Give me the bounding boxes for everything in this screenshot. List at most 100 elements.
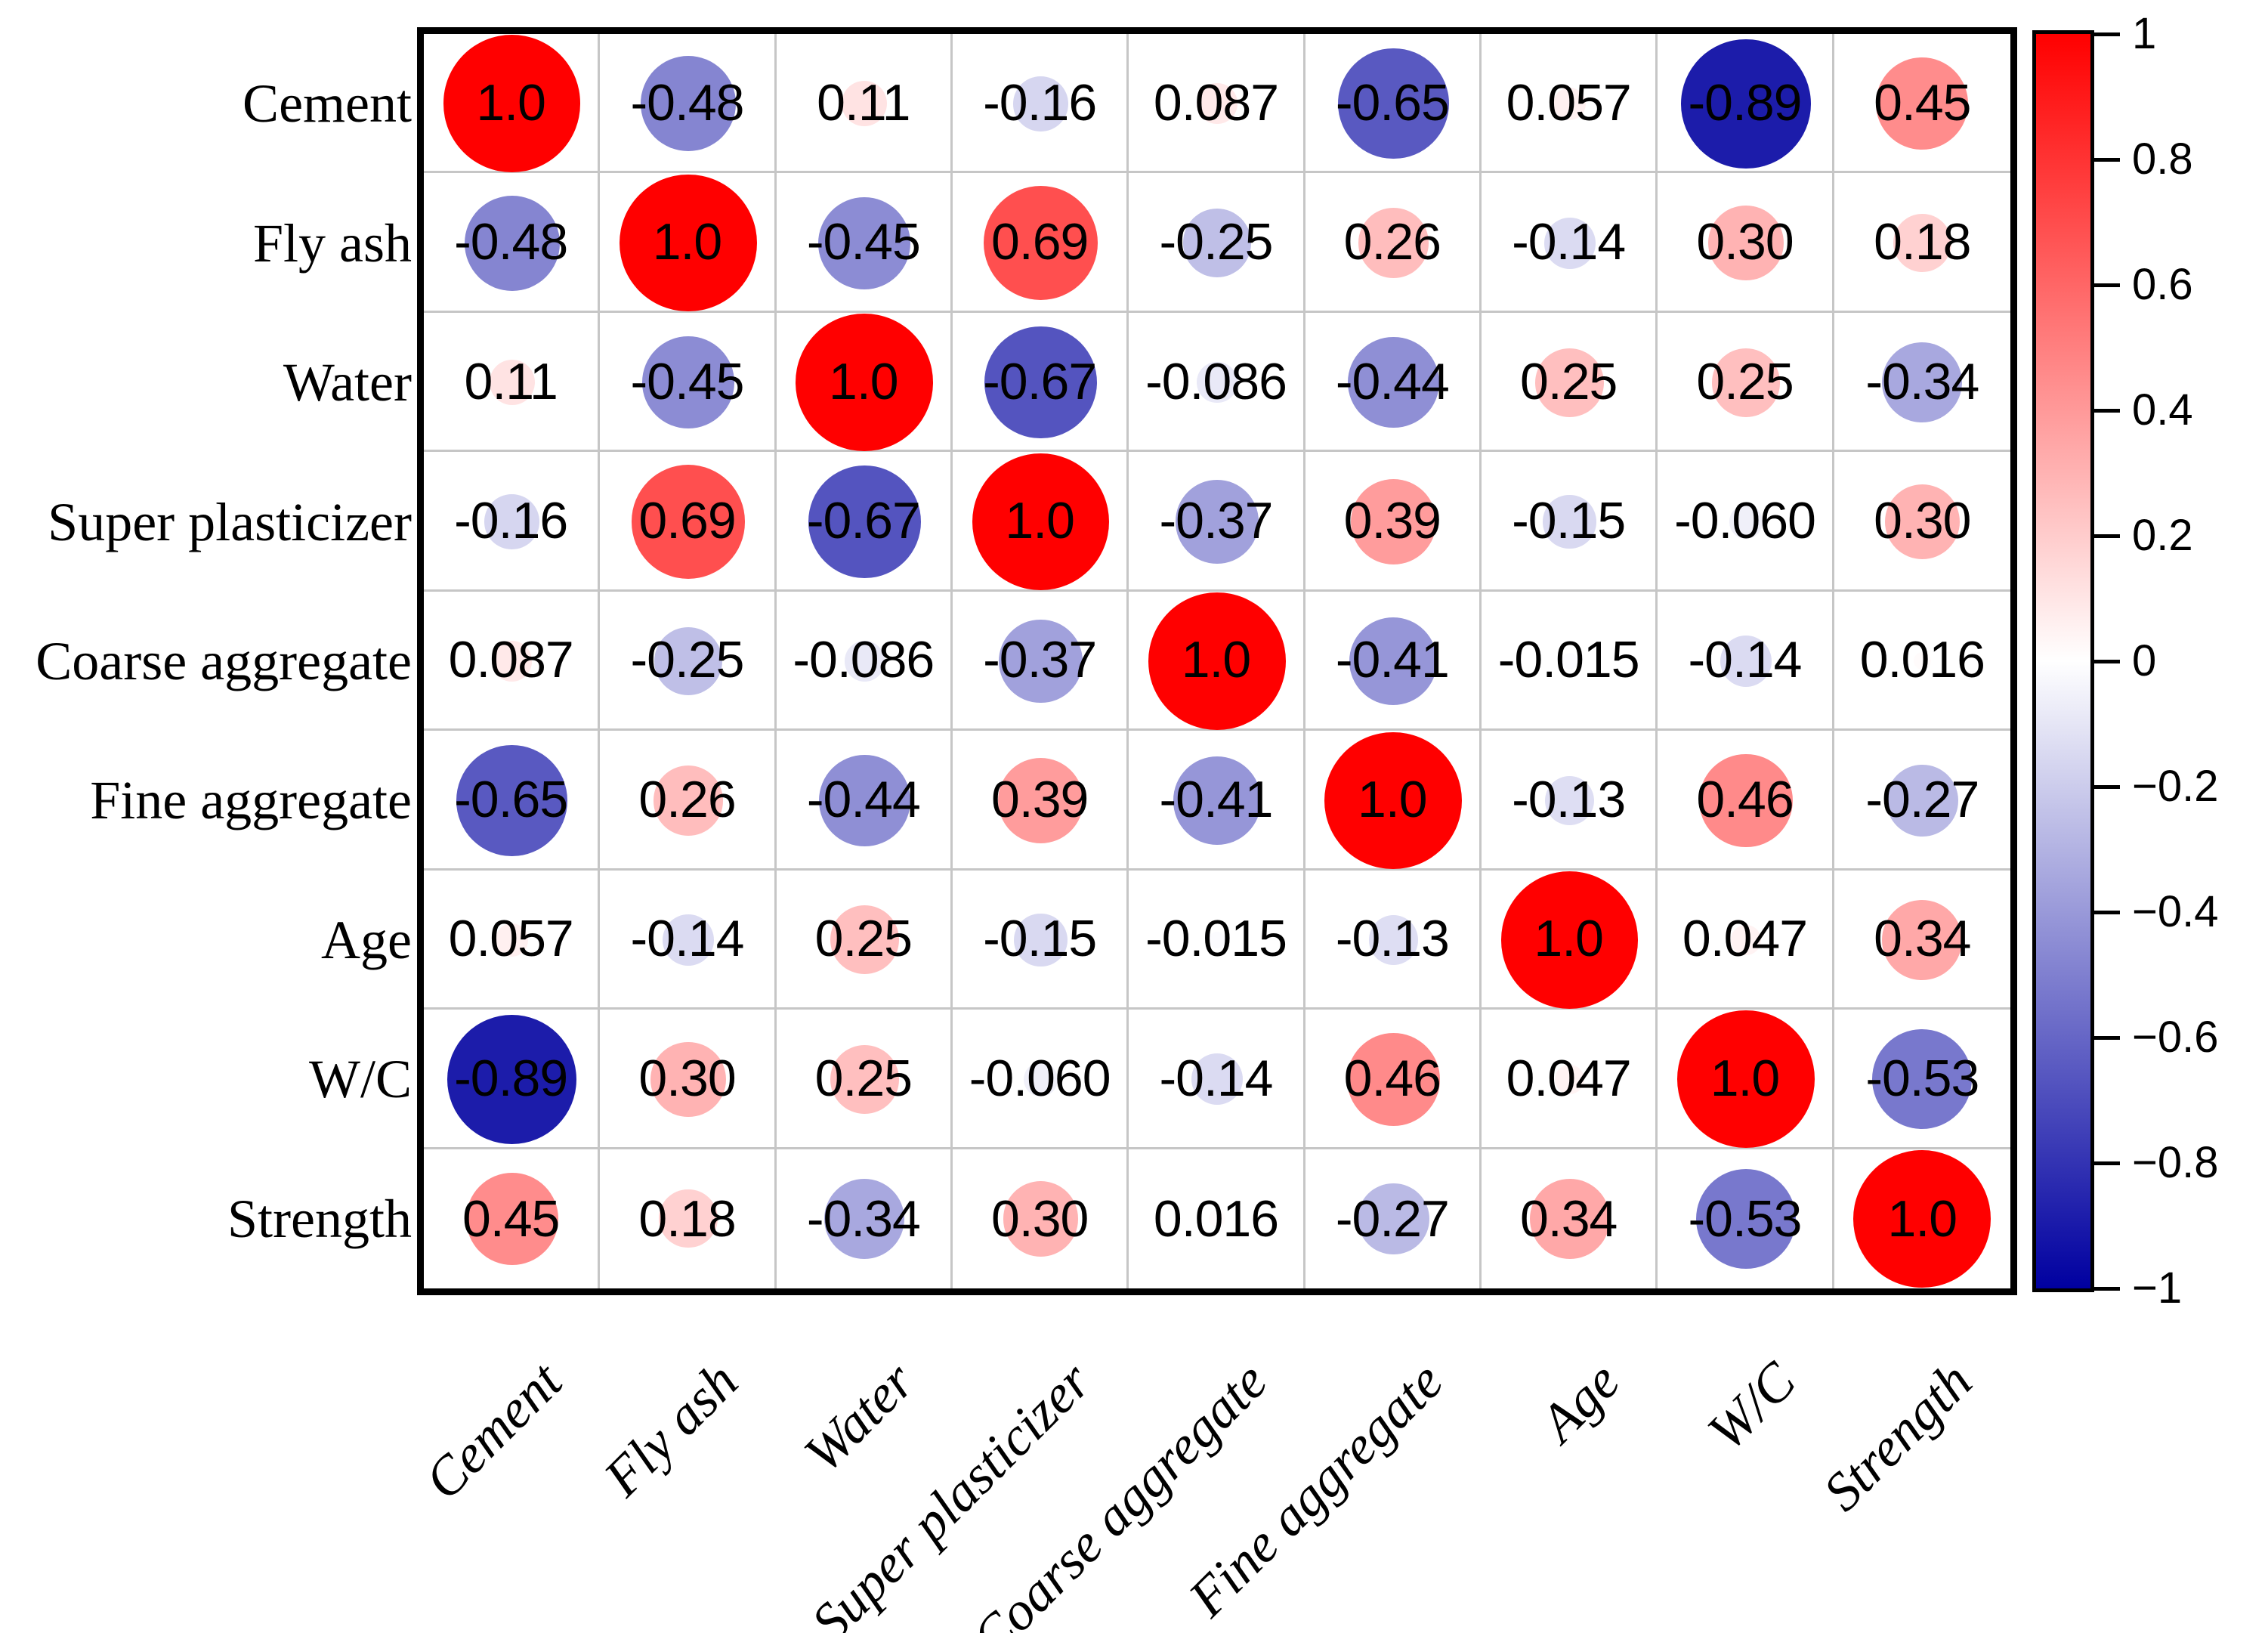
correlation-bubble (1544, 775, 1595, 826)
cell-value: -0.015 (1497, 631, 1640, 689)
correlation-bubble (1014, 913, 1068, 967)
correlation-bubble (972, 453, 1110, 591)
matrix-cell: -0.37 (1129, 452, 1305, 592)
matrix-cell: -0.14 (600, 870, 777, 1010)
colorbar-tick-label: −0.4 (2132, 887, 2219, 936)
cell-value: 1.0 (1181, 631, 1252, 689)
matrix-cell: 1.0 (776, 312, 953, 453)
matrix-cell: -0.53 (1658, 1149, 1834, 1288)
cell-value: 0.047 (1506, 1049, 1632, 1107)
correlation-bubble (1884, 484, 1961, 560)
correlation-bubble (1175, 480, 1259, 564)
matrix-cell: 0.11 (424, 312, 601, 453)
cell-value: -0.48 (454, 213, 568, 271)
matrix-cell: 0.25 (1482, 312, 1658, 453)
row-label: Strength (227, 1188, 412, 1249)
cell-value: 0.087 (448, 631, 574, 689)
colorbar-tick-label: −0.6 (2132, 1013, 2219, 1062)
colorbar-tick (2094, 32, 2120, 36)
cell-value: 0.30 (990, 1189, 1089, 1248)
cell-value: -0.27 (1865, 770, 1979, 828)
matrix-cell: -0.89 (424, 1010, 601, 1149)
cell-value: -0.060 (1674, 492, 1816, 550)
correlation-bubble (1699, 753, 1793, 848)
cell-value: 0.30 (638, 1049, 736, 1107)
cell-value: 0.18 (1874, 213, 1971, 271)
cell-value: -0.67 (806, 492, 921, 550)
correlation-bubble (1324, 731, 1463, 870)
correlation-bubble (1368, 915, 1419, 965)
colorbar-tick-label: 0 (2132, 636, 2157, 685)
correlation-bubble (1554, 1064, 1585, 1094)
matrix-cell: -0.44 (1305, 312, 1482, 453)
cell-value: -0.34 (806, 1189, 921, 1248)
matrix-cell: -0.27 (1834, 731, 2010, 871)
colorbar-tick-label: 0.2 (2132, 511, 2193, 560)
column-label: W/C (1695, 1350, 1807, 1462)
cell-value: 0.057 (448, 910, 574, 968)
correlation-bubble (808, 465, 921, 578)
colorbar-tick (2094, 408, 2120, 413)
matrix-cell: 1.0 (600, 173, 777, 313)
cell-value: -0.45 (806, 213, 921, 271)
column-label: Strength (1812, 1350, 1984, 1523)
colorbar-tick (2094, 534, 2120, 538)
correlation-bubble (446, 1014, 577, 1145)
colorbar-tick-label: 0.6 (2132, 260, 2193, 309)
colorbar-tick (2094, 784, 2120, 789)
colorbar-tick-label: −0.8 (2132, 1138, 2219, 1187)
matrix-cell: -0.41 (1129, 731, 1305, 871)
correlation-bubble (1535, 348, 1605, 417)
matrix-cell: -0.14 (1129, 1010, 1305, 1149)
correlation-bubble (984, 326, 1097, 439)
matrix-cell: 0.46 (1658, 731, 1834, 871)
cell-value: 0.057 (1506, 73, 1632, 131)
correlation-bubble (1711, 348, 1781, 417)
matrix-cell: 1.0 (953, 452, 1129, 592)
correlation-bubble (824, 1178, 905, 1259)
correlation-bubble (1346, 1032, 1440, 1126)
correlation-bubble (654, 626, 723, 696)
cell-value: -0.53 (1865, 1049, 1979, 1107)
cell-value: -0.015 (1145, 910, 1287, 968)
correlation-bubble (1729, 505, 1763, 539)
matrix-cell: -0.15 (953, 870, 1129, 1010)
cell-value: 1.0 (1710, 1049, 1781, 1107)
correlation-bubble (1349, 617, 1438, 706)
column-label: Age (1528, 1350, 1631, 1454)
correlation-bubble (1677, 1010, 1815, 1149)
correlation-bubble (1876, 57, 1969, 150)
matrix-cell: 0.46 (1305, 1010, 1482, 1149)
cell-value: 0.69 (638, 492, 736, 550)
row-label: Age (321, 909, 412, 970)
row-label: Fly ash (252, 212, 412, 274)
matrix-cell: -0.086 (776, 591, 953, 731)
correlation-bubble (650, 1041, 726, 1118)
matrix-cell: -0.16 (953, 34, 1129, 174)
matrix-cell: 0.39 (953, 731, 1129, 871)
cell-value: -0.25 (630, 631, 744, 689)
correlation-bubble (1013, 76, 1068, 131)
cell-value: 0.30 (1874, 492, 1971, 550)
colorbar-tick-label: 1 (2132, 9, 2157, 58)
cell-value: 0.18 (638, 1189, 736, 1248)
matrix-cell: -0.53 (1834, 1010, 2010, 1149)
matrix-cell: 0.34 (1834, 871, 2010, 1010)
matrix-cell: -0.13 (1482, 731, 1658, 871)
correlation-bubble (830, 1044, 899, 1114)
cell-value: -0.13 (1512, 770, 1626, 828)
matrix-cell: -0.89 (1658, 34, 1834, 174)
row-label: Super plasticizer (48, 491, 412, 552)
cell-value: -0.086 (1145, 352, 1287, 410)
colorbar-tick (2094, 1035, 2120, 1040)
cell-value: -0.89 (1688, 73, 1802, 131)
matrix-cell: -0.67 (776, 452, 953, 592)
cell-value: 0.39 (1343, 492, 1441, 550)
correlation-bubble (1208, 1210, 1226, 1228)
cell-value: -0.25 (1159, 213, 1273, 271)
correlation-bubble (1350, 478, 1437, 565)
matrix-cell: -0.41 (1305, 591, 1482, 731)
matrix-cell: -0.65 (1305, 34, 1482, 174)
cell-value: -0.65 (1335, 73, 1450, 131)
